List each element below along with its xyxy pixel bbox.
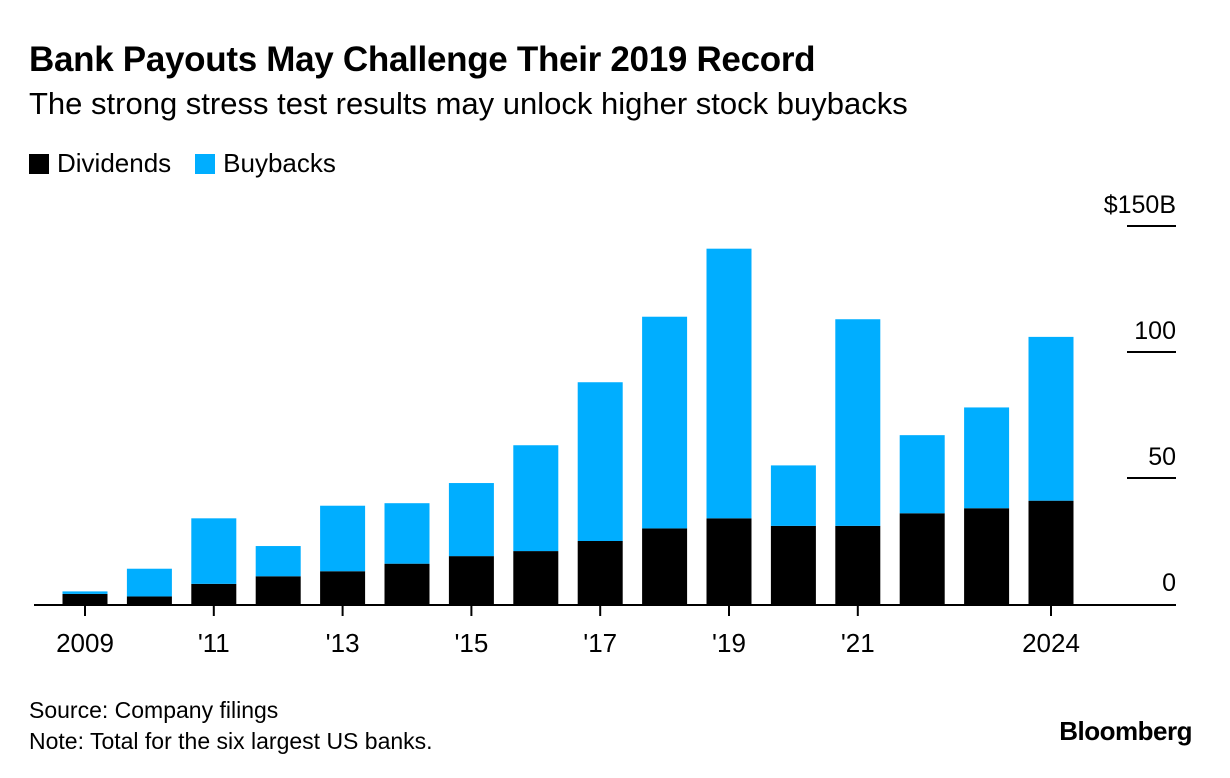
- y-tick-label: 100: [1134, 317, 1176, 345]
- chart-title: Bank Payouts May Challenge Their 2019 Re…: [29, 40, 816, 79]
- source-note: Source: Company filings: [29, 697, 279, 723]
- x-tick-label: '17: [583, 628, 617, 658]
- x-tick-label: '21: [841, 628, 875, 658]
- bar-buybacks-2014: [384, 503, 430, 564]
- bar-dividends-2020: [770, 525, 816, 604]
- y-tick-label: 50: [1148, 443, 1176, 471]
- legend-label-buybacks: Buybacks: [223, 148, 336, 178]
- bar-dividends-2010: [126, 596, 172, 604]
- bar-buybacks-2013: [320, 505, 366, 572]
- bar-buybacks-2022: [899, 435, 945, 514]
- bar-buybacks-2017: [577, 382, 623, 541]
- legend-item-buybacks: Buybacks: [195, 148, 336, 179]
- x-tick-label: '15: [454, 628, 488, 658]
- bar-buybacks-2016: [513, 445, 559, 552]
- bar-dividends-2018: [642, 528, 688, 604]
- x-tick-label: 2024: [1022, 628, 1080, 658]
- x-tick-label: 2009: [56, 628, 114, 658]
- bar-buybacks-2011: [191, 518, 237, 584]
- bar-dividends-2017: [577, 541, 623, 604]
- bar-dividends-2011: [191, 583, 237, 604]
- bar-buybacks-2023: [964, 407, 1010, 509]
- bar-dividends-2016: [513, 551, 559, 604]
- bar-buybacks-2019: [706, 248, 752, 519]
- bar-dividends-2013: [320, 571, 366, 604]
- footnote: Note: Total for the six largest US banks…: [29, 728, 433, 754]
- x-tick-label: '13: [326, 628, 360, 658]
- bar-buybacks-2015: [448, 483, 494, 557]
- chart-area: 0 50 100 $150B 2009 '11 '13 '15 '17 '19 '21 2024: [34, 191, 1176, 658]
- legend-item-dividends: Dividends: [29, 148, 171, 179]
- legend: Dividends Buybacks: [29, 148, 360, 179]
- bar-dividends-2021: [835, 525, 881, 604]
- bar-buybacks-2009: [62, 591, 108, 594]
- bar-dividends-2012: [255, 576, 301, 604]
- chart-subtitle: The strong stress test results may unloc…: [29, 86, 908, 121]
- bar-buybacks-2010: [126, 568, 172, 597]
- bar-dividends-2022: [899, 513, 945, 604]
- x-tick-label: '19: [712, 628, 746, 658]
- bar-buybacks-2024: [1028, 336, 1074, 501]
- legend-label-dividends: Dividends: [57, 148, 172, 178]
- legend-swatch-dividends: [29, 153, 49, 174]
- bar-dividends-2015: [448, 556, 494, 604]
- bar-dividends-2023: [964, 508, 1010, 604]
- bar-buybacks-2012: [255, 546, 301, 577]
- bar-dividends-2024: [1028, 500, 1074, 604]
- bar-dividends-2019: [706, 518, 752, 604]
- legend-swatch-buybacks: [195, 153, 216, 174]
- bar-dividends-2009: [62, 593, 108, 604]
- bar-buybacks-2021: [835, 319, 881, 526]
- bar-buybacks-2018: [642, 316, 688, 529]
- bloomberg-logo: Bloomberg: [1059, 716, 1192, 746]
- x-tick-label: '11: [198, 628, 230, 658]
- bar-dividends-2014: [384, 563, 430, 604]
- y-tick-label: $150B: [1104, 191, 1176, 219]
- bar-buybacks-2020: [770, 465, 816, 526]
- y-tick-label: 0: [1162, 569, 1176, 597]
